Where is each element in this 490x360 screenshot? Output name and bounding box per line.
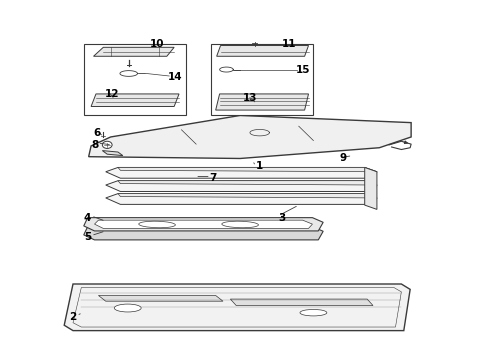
Polygon shape xyxy=(118,167,377,172)
Text: 8: 8 xyxy=(91,140,98,150)
Bar xyxy=(84,44,186,116)
Polygon shape xyxy=(84,226,323,240)
Text: 7: 7 xyxy=(210,173,217,183)
Ellipse shape xyxy=(139,221,175,228)
Ellipse shape xyxy=(300,310,327,316)
Polygon shape xyxy=(118,194,377,198)
Polygon shape xyxy=(106,181,377,192)
Text: 2: 2 xyxy=(70,312,76,322)
Text: 4: 4 xyxy=(84,213,91,222)
Text: 14: 14 xyxy=(168,72,183,82)
Polygon shape xyxy=(98,296,223,301)
Text: 6: 6 xyxy=(94,129,101,138)
Text: 11: 11 xyxy=(282,40,296,49)
Text: 3: 3 xyxy=(278,213,285,222)
Circle shape xyxy=(102,141,112,148)
Text: 1: 1 xyxy=(256,161,263,171)
Polygon shape xyxy=(365,167,377,210)
Polygon shape xyxy=(64,284,410,330)
Polygon shape xyxy=(84,218,323,231)
Polygon shape xyxy=(106,167,377,178)
Polygon shape xyxy=(91,94,179,107)
Ellipse shape xyxy=(222,221,258,228)
Polygon shape xyxy=(106,194,377,204)
Polygon shape xyxy=(94,47,174,56)
Text: 13: 13 xyxy=(243,93,257,103)
Polygon shape xyxy=(217,45,309,56)
Text: 5: 5 xyxy=(84,232,91,242)
Polygon shape xyxy=(89,116,411,158)
Text: 9: 9 xyxy=(339,153,346,163)
Text: 15: 15 xyxy=(295,64,310,75)
Polygon shape xyxy=(230,299,373,306)
Polygon shape xyxy=(118,181,377,185)
Text: 12: 12 xyxy=(105,89,120,99)
Polygon shape xyxy=(102,150,123,156)
Polygon shape xyxy=(95,220,313,228)
Polygon shape xyxy=(216,94,309,110)
Text: 10: 10 xyxy=(150,40,164,49)
Ellipse shape xyxy=(114,304,141,312)
Bar xyxy=(211,44,314,116)
